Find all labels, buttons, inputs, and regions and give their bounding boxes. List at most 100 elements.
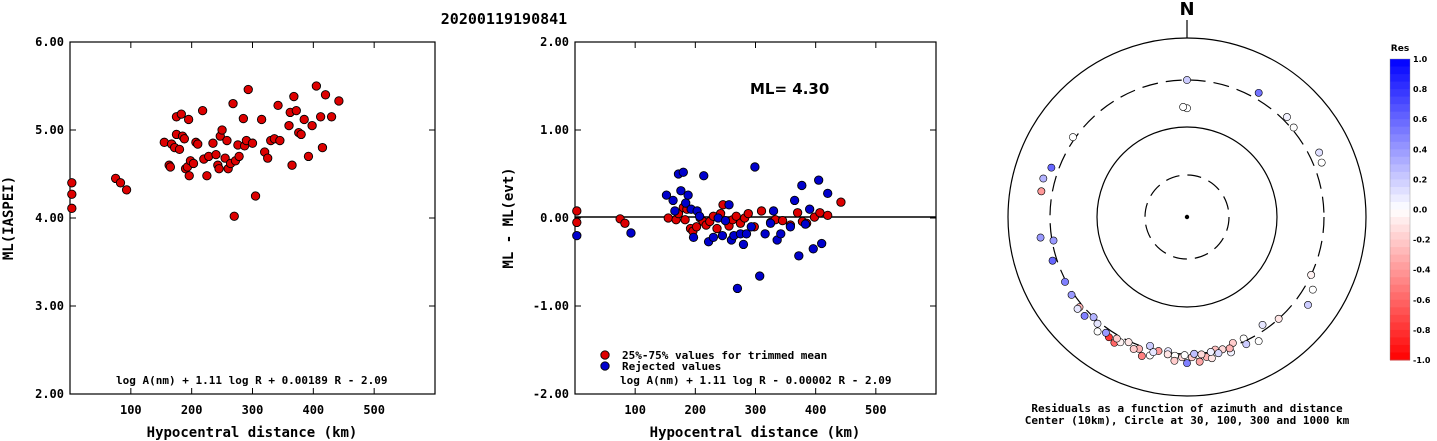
panel-residual-point xyxy=(760,229,770,239)
panel-residual-point xyxy=(797,180,807,191)
panel-residual-point xyxy=(756,206,767,216)
panel-residual-formula: log A(nm) + 1.11 log R - 0.00002 R - 2.0… xyxy=(620,374,892,387)
panel-residual-ytick-label: -1.00 xyxy=(533,299,569,313)
colorbar-title: Res xyxy=(1391,44,1409,54)
colorbar-tick-label: -0.8 xyxy=(1413,326,1431,335)
legend-marker-rejected xyxy=(600,361,610,371)
panel-ml-points xyxy=(67,81,344,221)
azimuth-point xyxy=(1179,103,1188,111)
legend-marker-trimmed xyxy=(600,350,610,360)
panel-residual-point xyxy=(708,232,719,243)
panel-residual-point xyxy=(794,251,804,261)
azimuth-point xyxy=(1207,354,1216,363)
panel-residual-point xyxy=(755,271,765,281)
panel-residual-point xyxy=(732,283,743,294)
colorbar-cell xyxy=(1390,111,1410,120)
panel-ml-formula: log A(nm) + 1.11 log R + 0.00189 R - 2.0… xyxy=(116,374,388,387)
colorbar-cell xyxy=(1390,164,1410,173)
colorbar-cell xyxy=(1390,81,1410,90)
panel-residual-xtick-label: 200 xyxy=(684,403,706,417)
azimuth-point xyxy=(1183,359,1191,368)
panel-residual-point xyxy=(768,206,779,216)
panel-residual-point xyxy=(626,228,636,238)
panel-ml: 100 200 300 400 500 2.00 3.00 4.00 5.00 6.00 log … xyxy=(1,35,436,441)
colorbar-cell xyxy=(1390,277,1410,286)
panel-residual-xtick-label: 400 xyxy=(805,403,827,417)
azimuth-caption-2: Center (10km), Circle at 30, 100, 300 an… xyxy=(1025,414,1350,427)
panel-ml-point xyxy=(263,153,273,163)
circle-300km xyxy=(1049,79,1325,355)
legend-label-rejected: Rejected values xyxy=(622,360,721,373)
panel-residual-ytick-label: 0.00 xyxy=(540,211,569,225)
panel-residual-point xyxy=(670,206,680,216)
colorbar-cell xyxy=(1390,194,1410,203)
panel-ml-point xyxy=(247,138,258,148)
panel-ml-point xyxy=(222,135,232,146)
circle-1000km xyxy=(1007,37,1367,397)
north-label: N xyxy=(1179,0,1194,20)
colorbar-cells xyxy=(1389,58,1411,361)
colorbar-tick-label: 1.0 xyxy=(1413,55,1428,64)
panel-ml-point xyxy=(176,109,186,119)
panel-residual-xtick-label: 100 xyxy=(624,403,646,417)
colorbar-cell xyxy=(1390,171,1410,180)
colorbar-cell xyxy=(1390,284,1410,293)
panel-residual-point xyxy=(691,222,702,232)
colorbar-cell xyxy=(1390,156,1410,165)
panel-ml-point xyxy=(315,112,326,122)
panel-ml-ytick-label: 2.00 xyxy=(35,387,64,401)
azimuth-point xyxy=(1289,123,1298,132)
colorbar-cell xyxy=(1390,186,1410,195)
panel-residual-point xyxy=(746,222,756,232)
azimuth-points xyxy=(1036,76,1326,368)
panel-residual-point xyxy=(808,244,818,254)
panel-residual-point xyxy=(676,186,686,196)
panel-residual-point xyxy=(743,208,753,219)
panel-ml-point xyxy=(303,151,314,162)
panel-residual-point xyxy=(620,218,630,228)
colorbar-tick-label: 0.4 xyxy=(1413,145,1428,154)
panel-ml-ytick-label: 4.00 xyxy=(35,211,64,225)
azimuth-point xyxy=(1254,88,1263,97)
panel-ml-point xyxy=(273,100,283,111)
panel-residual-points xyxy=(572,162,846,294)
panel-ml-point xyxy=(67,189,77,199)
panel-ml-point xyxy=(238,113,249,124)
panel-residual-point xyxy=(717,230,728,241)
panel-residual-point xyxy=(712,223,722,234)
panel-residual-point xyxy=(765,218,776,228)
panel-ml-point xyxy=(317,142,328,153)
azimuth-point xyxy=(1283,113,1291,121)
panel-residual-point xyxy=(750,162,760,172)
azimuth-point xyxy=(1307,270,1316,279)
legend-label-trimmed: 25%-75% values for trimmed mean xyxy=(622,349,827,362)
panel-residual-ylabel: ML - ML(evt) xyxy=(501,167,517,268)
panel-ml-xtick-label: 100 xyxy=(120,403,142,417)
colorbar-cell xyxy=(1390,149,1410,158)
colorbar-cell xyxy=(1390,337,1410,346)
panel-ml-point xyxy=(228,98,238,109)
panel-ml-point xyxy=(299,114,309,125)
azimuth-point xyxy=(1089,313,1098,322)
panel-ml-point xyxy=(311,81,322,91)
panel-residual-point xyxy=(699,171,709,181)
panel-ml-point xyxy=(211,149,221,160)
azimuth-point xyxy=(1093,327,1102,336)
panel-ml-xlabel: Hypocentral distance (km) xyxy=(147,425,358,441)
panel-residual-point xyxy=(823,188,833,199)
azimuth-point xyxy=(1080,312,1089,320)
panel-ml-point xyxy=(188,158,199,169)
panel-ml-point xyxy=(296,129,306,140)
panel-residual-point xyxy=(572,230,582,241)
colorbar-cell xyxy=(1390,232,1410,241)
panel-ml-ylabel: ML(IASPEI) xyxy=(1,176,17,260)
colorbar-cell xyxy=(1390,344,1410,353)
colorbar-tick-label: 0.2 xyxy=(1413,175,1427,184)
panel-ml-xtick-label: 500 xyxy=(363,403,385,417)
colorbar-cell xyxy=(1390,262,1410,271)
panel-residual-point xyxy=(776,229,786,239)
colorbar-cell xyxy=(1390,179,1410,188)
colorbar-cell xyxy=(1390,201,1410,210)
ml-value-label: ML= 4.30 xyxy=(750,80,829,98)
